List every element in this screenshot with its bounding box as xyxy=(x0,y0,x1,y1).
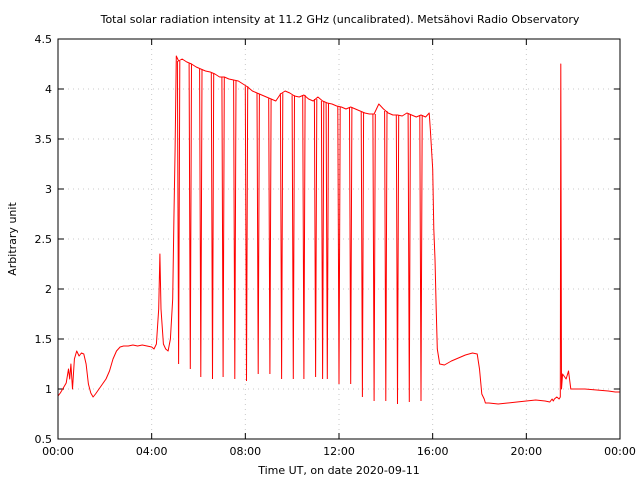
y-tick-label: 4 xyxy=(45,83,52,96)
series-dip xyxy=(325,102,329,380)
x-tick-label: 12:00 xyxy=(323,445,355,458)
series-dip xyxy=(199,68,203,378)
y-tick-label: 3.5 xyxy=(35,133,53,146)
x-axis-label: Time UT, on date 2020-09-11 xyxy=(257,464,420,477)
series-dip xyxy=(360,111,365,398)
x-tick-label: 00:00 xyxy=(604,445,636,458)
y-tick-label: 3 xyxy=(45,183,52,196)
series-dip xyxy=(302,94,306,380)
y-tick-label: 2 xyxy=(45,283,52,296)
series-dip xyxy=(188,63,192,370)
y-tick-label: 4.5 xyxy=(35,33,53,46)
x-tick-label: 00:00 xyxy=(42,445,74,458)
y-tick-label: 0.5 xyxy=(35,433,53,446)
series-dip xyxy=(176,60,181,365)
series-dip xyxy=(244,86,249,382)
y-tick-label: 1.5 xyxy=(35,333,53,346)
series-dip xyxy=(349,106,353,385)
series-dip xyxy=(320,100,325,380)
series-dip xyxy=(313,98,318,378)
series-dip xyxy=(337,106,341,385)
series-dip xyxy=(256,93,260,375)
series-dip xyxy=(268,98,272,375)
y-tick-label: 1 xyxy=(45,383,52,396)
series-dip xyxy=(221,76,225,378)
series-dip xyxy=(279,93,284,380)
y-axis: 0.5 1 1.5 2 2.5 3 3.5 4 4.5 xyxy=(35,33,620,446)
series-dip xyxy=(395,114,400,405)
series-dip xyxy=(407,113,411,403)
x-tick-label: 20:00 xyxy=(510,445,542,458)
x-axis: 00:00 04:00 08:00 12:00 16:00 20:00 00:00 xyxy=(42,39,636,458)
series-dip xyxy=(419,114,423,402)
x-tick-label: 16:00 xyxy=(417,445,449,458)
series-dip xyxy=(233,80,237,380)
series-dip xyxy=(210,72,215,380)
chart-title: Total solar radiation intensity at 11.2 … xyxy=(100,13,580,26)
series-dip xyxy=(372,113,376,402)
x-tick-label: 08:00 xyxy=(229,445,261,458)
series-line xyxy=(57,55,620,405)
x-tick-label: 04:00 xyxy=(136,445,168,458)
series-dip xyxy=(291,95,295,380)
plot-area xyxy=(57,55,620,405)
series-dip xyxy=(384,110,388,402)
plot-frame xyxy=(57,38,621,440)
y-axis-label: Arbitrary unit xyxy=(6,202,19,276)
y-tick-label: 2.5 xyxy=(35,233,53,246)
